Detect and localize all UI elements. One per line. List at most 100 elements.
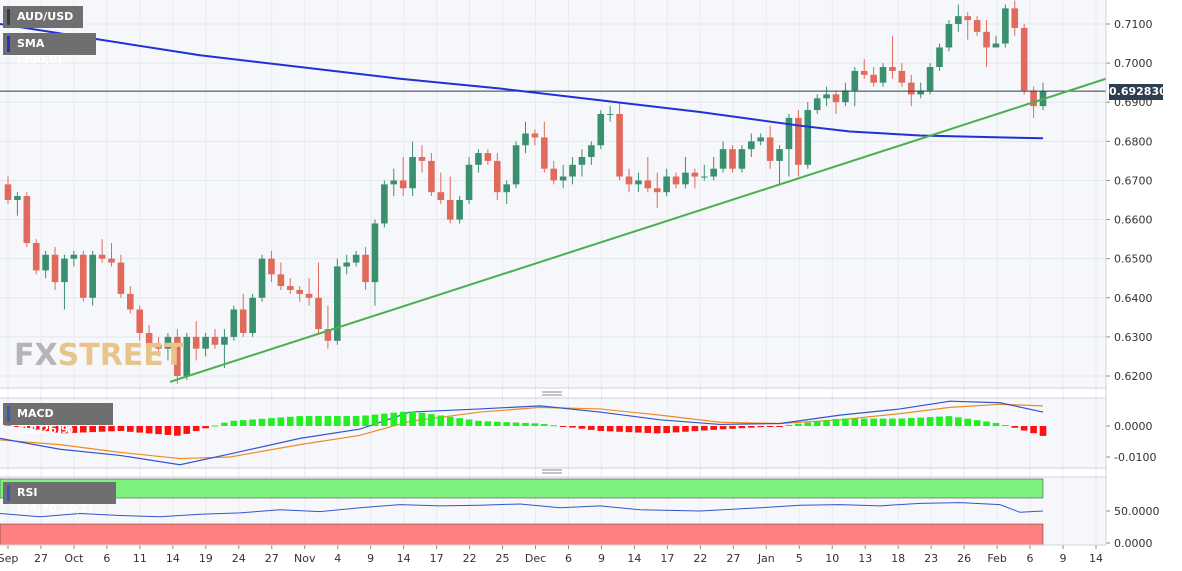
macd-histogram-bar — [936, 416, 943, 426]
macd-histogram-bar — [437, 415, 445, 426]
candle-body — [860, 70, 868, 75]
price-tick-label: 0.6700 — [1114, 174, 1153, 187]
candle-body — [503, 184, 510, 193]
candle-body — [324, 329, 332, 341]
macd-histogram-bar — [842, 418, 849, 426]
candle-body — [964, 16, 972, 21]
time-tick-label: Oct — [64, 552, 84, 565]
macd-histogram-bar — [870, 418, 877, 426]
candle-body — [983, 31, 990, 48]
macd-histogram-bar — [98, 426, 106, 432]
price-tick-label: 0.6600 — [1114, 214, 1153, 227]
macd-histogram-bar — [409, 411, 416, 426]
candle-body — [352, 254, 360, 263]
macd-histogram-bar — [230, 420, 238, 426]
macd-histogram-bar — [926, 417, 934, 426]
candle-body — [738, 149, 746, 169]
macd-histogram-bar — [164, 426, 172, 435]
macd-histogram-bar — [559, 426, 567, 427]
macd-histogram-bar — [202, 426, 209, 429]
time-tick-label: 13 — [858, 552, 872, 565]
macd-histogram-bar — [823, 420, 830, 426]
time-tick-label: 11 — [133, 552, 147, 565]
candle-body — [70, 254, 78, 259]
candle-body — [14, 196, 21, 200]
candle-body — [117, 262, 125, 294]
candle-body — [108, 258, 115, 263]
candle-body — [644, 180, 652, 189]
candle-body — [578, 156, 586, 165]
macd-histogram-bar — [446, 416, 454, 426]
time-tick-label: 27 — [34, 552, 48, 565]
candle-body — [945, 24, 953, 48]
rsi-label[interactable]: RSI (14,70,30,1) — [3, 482, 116, 515]
time-tick-label: Nov — [294, 552, 316, 565]
macd-histogram-bar — [23, 426, 31, 428]
pane-drag-handle[interactable] — [542, 469, 562, 474]
sma-label[interactable]: SMA (200,0) — [3, 33, 96, 66]
macd-histogram-bar — [89, 426, 96, 433]
candle-body — [653, 188, 661, 193]
candle-body — [343, 262, 351, 267]
macd-histogram-bar — [4, 424, 12, 426]
macd-histogram-bar — [512, 422, 520, 426]
macd-histogram-bar — [1039, 426, 1047, 436]
macd-histogram-bar — [381, 413, 388, 426]
macd-histogram-bar — [635, 426, 642, 433]
macd-histogram-bar — [550, 425, 558, 427]
candle-body — [813, 98, 821, 111]
symbol-text: AUD/USD — [17, 10, 74, 23]
rsi-line — [0, 502, 1044, 518]
time-tick-label: Feb — [987, 552, 1006, 565]
price-tick-label: 0.6300 — [1114, 331, 1153, 344]
time-tick-label: Dec — [525, 552, 546, 565]
current-price-tag: 0.692830 — [1109, 84, 1167, 100]
candle-body — [211, 336, 219, 345]
macd-histogram-bar — [588, 426, 595, 430]
time-tick-label: 10 — [825, 552, 839, 565]
rsi-text: RSI (14,70,30,1) — [17, 486, 94, 515]
pane-drag-handle[interactable] — [542, 391, 562, 396]
candle-body — [4, 184, 12, 200]
macd-histogram-bar — [653, 426, 661, 434]
symbol-label[interactable]: AUD/USD — [3, 6, 83, 28]
macd-histogram-bar — [860, 418, 868, 426]
macd-histogram-bar — [898, 418, 906, 426]
candle-body — [559, 176, 567, 181]
candle-body — [155, 344, 162, 349]
candle-body — [1030, 90, 1037, 107]
sma-line — [0, 23, 1044, 140]
candle-body — [475, 153, 482, 165]
candle-body — [955, 16, 962, 24]
macd-histogram-bar — [738, 426, 746, 429]
macd-histogram-bar — [108, 426, 115, 432]
candle-body — [32, 243, 40, 271]
macd-histogram-bar — [1020, 426, 1028, 431]
candle-body — [804, 110, 812, 165]
time-tick-label: 26 — [957, 552, 971, 565]
candle-body — [89, 254, 96, 298]
candle-body — [362, 254, 369, 283]
macd-histogram-bar — [174, 426, 181, 436]
candle-body — [164, 336, 172, 349]
macd-histogram-bar — [700, 426, 708, 431]
candle-body — [700, 176, 708, 178]
macd-histogram-bar — [183, 426, 191, 434]
macd-histogram-bar — [315, 416, 322, 426]
candle-body — [334, 266, 341, 341]
candle-body — [729, 149, 736, 169]
macd-histogram-bar — [795, 423, 802, 426]
macd-histogram-bar — [1002, 425, 1009, 427]
macd-histogram-bar — [955, 417, 962, 426]
macd-histogram-bar — [672, 426, 680, 433]
candle-body — [409, 156, 416, 189]
time-tick-label: 14 — [1089, 552, 1103, 565]
macd-label[interactable]: MACD (12,26,9) — [3, 403, 113, 436]
price-tick-label: 0.7100 — [1114, 18, 1153, 31]
candle-body — [550, 168, 558, 181]
time-tick-label: Jan — [757, 552, 775, 565]
macd-histogram-bar — [418, 412, 426, 426]
candle-body — [682, 172, 689, 185]
rsi-oversold-band — [0, 523, 1044, 546]
candle-body — [926, 67, 934, 91]
